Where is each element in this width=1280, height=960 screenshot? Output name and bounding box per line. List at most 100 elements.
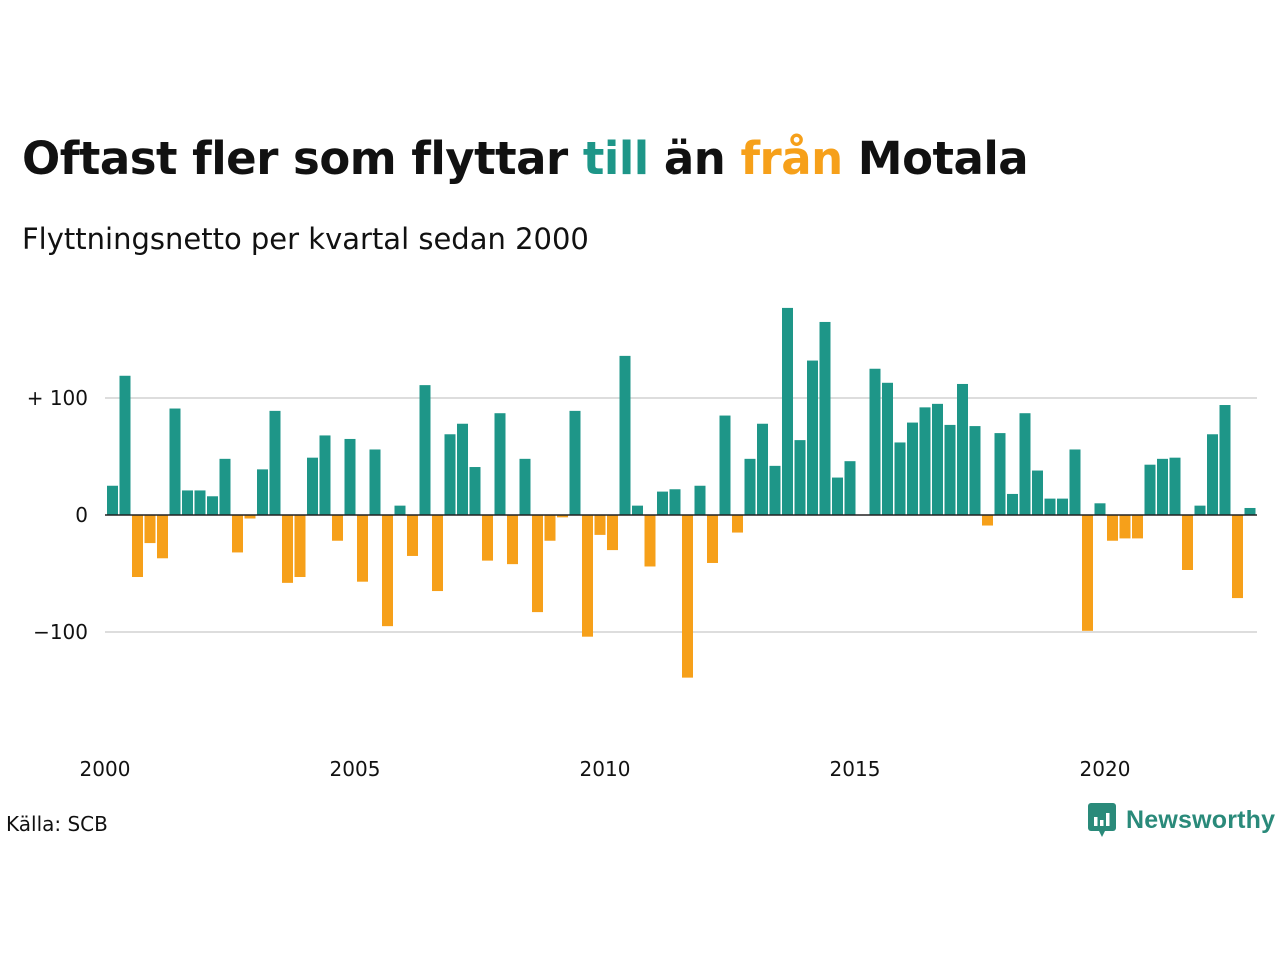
title-highlight-in: till bbox=[582, 132, 649, 185]
bars bbox=[107, 307, 1256, 678]
bar-2012-q3 bbox=[732, 515, 743, 533]
x-tick-label: 2005 bbox=[330, 757, 381, 781]
bar-2012-q2 bbox=[719, 415, 731, 515]
bar-2016-q3 bbox=[932, 403, 943, 515]
bar-2006-q1 bbox=[407, 515, 418, 556]
brand-logo: Newsworthy bbox=[1088, 803, 1275, 837]
bar-2009-q4 bbox=[594, 515, 606, 535]
bar-2016-q2 bbox=[919, 407, 931, 515]
title-part-3: Motala bbox=[842, 132, 1029, 185]
bar-2002-q3 bbox=[232, 515, 243, 553]
x-tick-label: 2020 bbox=[1080, 757, 1131, 781]
bar-2004-q3 bbox=[332, 515, 343, 541]
bar-2011-q1 bbox=[657, 491, 668, 515]
bar-2000-q4 bbox=[144, 515, 156, 544]
bar-2020-q1 bbox=[1107, 515, 1118, 541]
bar-2013-q2 bbox=[769, 465, 781, 515]
title-highlight-out: från bbox=[740, 132, 843, 185]
bar-2012-q1 bbox=[707, 515, 718, 563]
bar-2022-q2 bbox=[1219, 405, 1231, 515]
bar-2022-q4 bbox=[1244, 507, 1256, 515]
bar-2001-q2 bbox=[169, 408, 181, 515]
bar-2005-q2 bbox=[369, 449, 381, 515]
bar-2001-q1 bbox=[157, 515, 168, 559]
bar-2022-q3 bbox=[1232, 515, 1243, 599]
x-tick-label: 2010 bbox=[580, 757, 631, 781]
chart-subtitle: Flyttningsnetto per kvartal sedan 2000 bbox=[22, 222, 589, 256]
bar-2009-q1 bbox=[557, 515, 568, 518]
bar-2011-q4 bbox=[694, 485, 706, 515]
bar-2021-q3 bbox=[1182, 515, 1193, 570]
bar-2004-q1 bbox=[307, 457, 318, 515]
bar-2010-q2 bbox=[619, 355, 631, 515]
bar-2017-q2 bbox=[969, 426, 981, 515]
bar-2020-q3 bbox=[1132, 515, 1143, 539]
y-tick-label: + 100 bbox=[27, 386, 88, 410]
bar-2004-q2 bbox=[319, 435, 331, 515]
bar-2011-q2 bbox=[669, 489, 681, 515]
bar-2003-q4 bbox=[294, 515, 306, 578]
bar-2019-q4 bbox=[1094, 503, 1106, 515]
bar-2002-q4 bbox=[244, 515, 256, 519]
bar-2013-q3 bbox=[782, 307, 793, 515]
newsworthy-icon bbox=[1088, 803, 1116, 837]
y-tick-labels: + 100 0 −100 bbox=[27, 386, 88, 644]
bar-2020-q4 bbox=[1144, 464, 1156, 515]
bar-2013-q1 bbox=[757, 423, 768, 515]
bar-2000-q1 bbox=[107, 485, 118, 515]
bar-2010-q4 bbox=[644, 515, 656, 567]
bar-2017-q4 bbox=[994, 433, 1006, 515]
bar-2014-q1 bbox=[807, 360, 818, 515]
x-tick-label: 2000 bbox=[80, 757, 131, 781]
bar-2008-q1 bbox=[507, 515, 518, 565]
source-label: Källa: SCB bbox=[6, 812, 108, 836]
bar-2005-q1 bbox=[357, 515, 368, 582]
bar-2008-q3 bbox=[532, 515, 543, 613]
bar-2003-q1 bbox=[257, 469, 268, 515]
bar-2007-q1 bbox=[457, 423, 468, 515]
x-tick-label: 2015 bbox=[830, 757, 881, 781]
y-tick-label: −100 bbox=[33, 620, 88, 644]
bar-2017-q3 bbox=[982, 515, 993, 526]
bar-2007-q4 bbox=[494, 413, 506, 515]
bar-2014-q4 bbox=[844, 461, 856, 515]
bar-2000-q2 bbox=[119, 375, 131, 515]
bar-2005-q4 bbox=[394, 505, 406, 515]
bar-2008-q2 bbox=[519, 458, 531, 515]
bar-2012-q4 bbox=[744, 458, 756, 515]
bar-2020-q2 bbox=[1119, 515, 1131, 539]
bar-2006-q4 bbox=[444, 434, 456, 515]
bar-2008-q4 bbox=[544, 515, 556, 541]
bar-2014-q3 bbox=[832, 477, 843, 515]
bar-2006-q2 bbox=[419, 385, 431, 515]
title-part-2: än bbox=[648, 132, 741, 185]
chart-title: Oftast fler som flyttar till än från Mot… bbox=[22, 132, 1029, 185]
bar-2000-q3 bbox=[132, 515, 143, 578]
bar-2016-q4 bbox=[944, 424, 956, 515]
bar-2015-q2 bbox=[869, 368, 881, 515]
bar-2007-q2 bbox=[469, 467, 481, 515]
bar-2017-q1 bbox=[957, 383, 968, 515]
bar-2003-q3 bbox=[282, 515, 293, 583]
bar-2001-q3 bbox=[182, 490, 193, 515]
bar-2002-q2 bbox=[219, 458, 231, 515]
bar-2015-q4 bbox=[894, 442, 906, 515]
gridlines bbox=[105, 397, 1257, 633]
bar-2018-q3 bbox=[1032, 470, 1043, 515]
bar-2015-q3 bbox=[882, 382, 893, 515]
title-part-1: Oftast fler som flyttar bbox=[22, 132, 583, 185]
bar-2019-q1 bbox=[1057, 498, 1068, 515]
bar-2021-q1 bbox=[1157, 458, 1168, 515]
bar-2021-q4 bbox=[1194, 505, 1206, 515]
bar-2007-q3 bbox=[482, 515, 493, 561]
bar-2018-q2 bbox=[1019, 413, 1031, 515]
brand-name: Newsworthy bbox=[1126, 805, 1276, 834]
bar-2019-q3 bbox=[1082, 515, 1093, 631]
bar-2006-q3 bbox=[432, 515, 443, 592]
bar-2010-q3 bbox=[632, 505, 643, 515]
x-tick-labels: 2000 2005 2010 2015 2020 bbox=[80, 757, 1131, 781]
bar-2016-q1 bbox=[907, 422, 918, 515]
bar-2009-q3 bbox=[582, 515, 593, 637]
bar-2021-q2 bbox=[1169, 457, 1181, 515]
bar-2009-q2 bbox=[569, 410, 581, 515]
